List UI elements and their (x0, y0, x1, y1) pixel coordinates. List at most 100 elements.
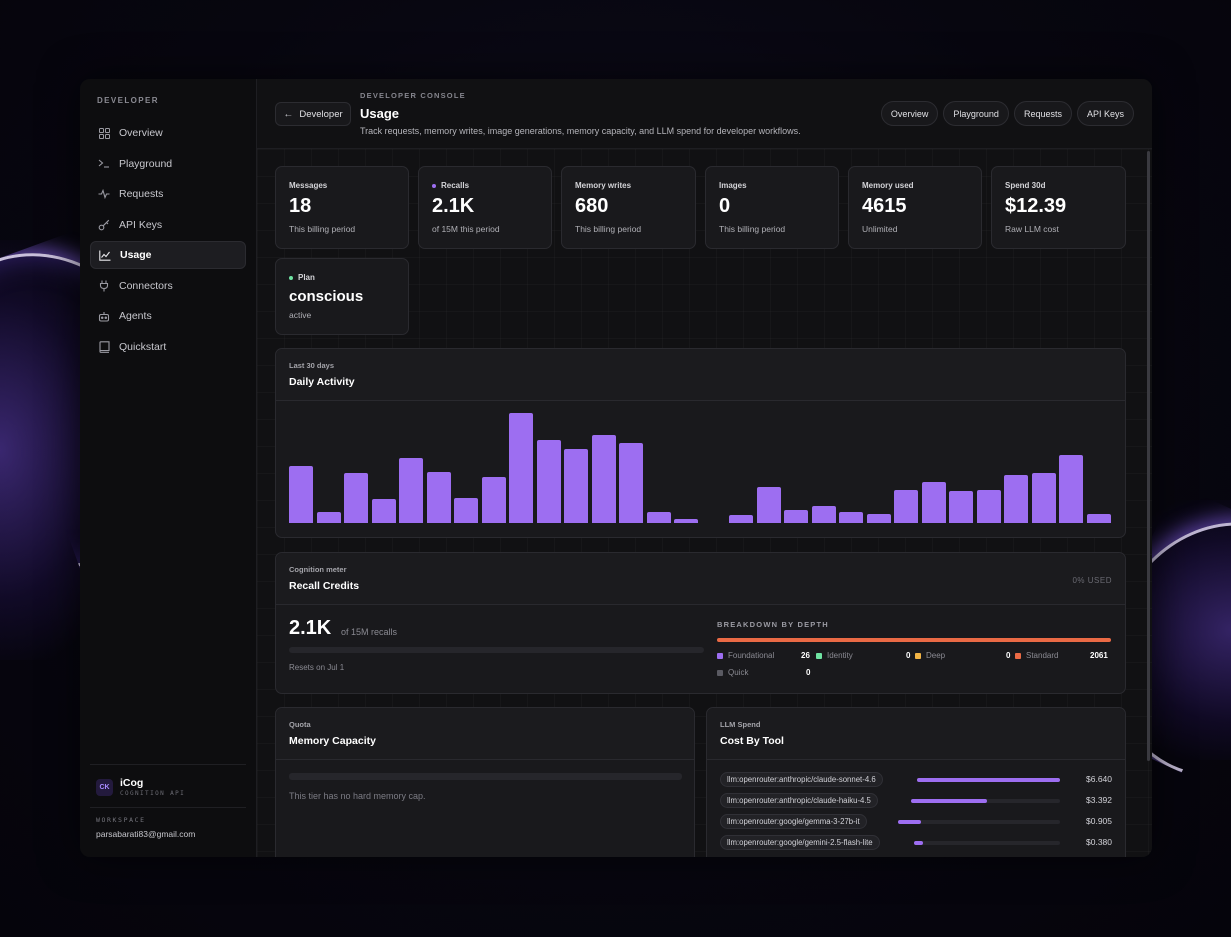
stat-label: Images (719, 181, 747, 190)
tool-cost-track (914, 841, 1060, 845)
brand-logo: CK (96, 778, 113, 796)
legend-deep: Deep (915, 651, 945, 660)
stat-value: 4615 (862, 195, 907, 217)
stat-label: Memory used (862, 181, 914, 190)
stat-label: Messages (289, 181, 328, 190)
panel-header: Last 30 days Daily Activity (276, 349, 1125, 401)
sidebar-item-overview[interactable]: Overview (90, 119, 246, 147)
legend-swatch (717, 652, 723, 659)
tool-cost-bar (911, 799, 987, 803)
panel-eyebrow: Quota (289, 720, 311, 729)
activity-bar (674, 519, 698, 523)
tab-api-keys[interactable]: API Keys (1076, 101, 1134, 126)
tool-cost-bar (898, 820, 921, 824)
workspace-label: WORKSPACE (96, 816, 146, 824)
legend-quick: Quick (717, 668, 748, 677)
tab-requests[interactable]: Requests (1013, 101, 1072, 126)
brand-subtitle: COGNITION API (120, 790, 186, 797)
activity-bar (344, 473, 368, 523)
stat-subtext: This billing period (575, 224, 642, 234)
llm-spend-panel: LLM Spend Cost By Tool llm:openrouter:an… (706, 707, 1126, 857)
breakdown-title: BREAKDOWN BY DEPTH (717, 620, 829, 629)
stat-subtext: This billing period (719, 224, 786, 234)
panel-title: Cost By Tool (720, 735, 784, 747)
workspace-email: parsabarati83@gmail.com (96, 829, 196, 839)
chart-icon (99, 249, 111, 261)
usage-percent: 0% USED (1072, 576, 1112, 585)
activity-bar (399, 458, 423, 523)
activity-bar (729, 515, 753, 523)
activity-bar (811, 506, 836, 523)
recall-progress-bar (289, 647, 704, 653)
activity-bar (619, 443, 643, 523)
sidebar-item-agents[interactable]: Agents (90, 302, 246, 330)
scrollbar[interactable] (1147, 151, 1150, 761)
tool-cost: $0.380 (1086, 837, 1112, 847)
recall-value: 2.1K (289, 617, 332, 639)
arrow-left-icon: ← (283, 108, 294, 120)
activity-bar (426, 472, 451, 523)
sidebar-item-label: Playground (119, 157, 173, 170)
sidebar-item-label: Requests (119, 188, 164, 200)
plug-icon (98, 280, 110, 292)
sidebar-item-usage[interactable]: Usage (90, 241, 246, 269)
capacity-progress-bar (289, 773, 682, 780)
stat-subtext: active (289, 310, 312, 320)
brand[interactable]: CK iCog COGNITION API (96, 777, 240, 797)
sidebar-item-playground[interactable]: Playground (90, 150, 246, 178)
activity-bar (839, 512, 863, 523)
stat-value: 18 (289, 195, 312, 217)
panel-eyebrow: Cognition meter (289, 565, 347, 574)
legend-value: 0 (1006, 651, 1011, 660)
activity-bar (481, 477, 506, 523)
panel-header: Quota Memory Capacity (276, 708, 694, 760)
activity-bar (894, 490, 918, 523)
panel-eyebrow: Last 30 days (289, 361, 335, 370)
activity-bar (509, 413, 533, 523)
activity-bar (289, 466, 313, 523)
legend-swatch (1015, 652, 1021, 659)
brand-name: iCog (120, 777, 144, 789)
panel-title: Recall Credits (289, 580, 360, 592)
sidebar-item-connectors[interactable]: Connectors (90, 272, 246, 300)
panel-header: LLM Spend Cost By Tool (707, 708, 1125, 760)
activity-icon (98, 188, 110, 200)
tool-name: llm:openrouter:anthropic/claude-sonnet-4… (720, 772, 883, 787)
page-title: Usage (360, 106, 400, 121)
stat-label: Plan (289, 273, 315, 282)
status-dot (432, 183, 436, 188)
sidebar-item-quickstart[interactable]: Quickstart (90, 333, 246, 361)
stat-card-messages: Messages 18 This billing period (275, 166, 409, 249)
sidebar-item-api-keys[interactable]: API Keys (90, 211, 246, 239)
legend-foundational: Foundational (717, 651, 774, 660)
legend-swatch (816, 652, 822, 659)
sidebar-item-label: Connectors (119, 279, 173, 292)
back-button[interactable]: ← Developer (275, 102, 351, 126)
activity-bar (949, 491, 973, 523)
activity-bar (454, 498, 478, 523)
capacity-note: This tier has no hard memory cap. (289, 791, 426, 801)
tab-playground[interactable]: Playground (943, 101, 1009, 126)
activity-bar (536, 440, 561, 523)
legend-swatch (915, 652, 921, 659)
page-subtitle: Track requests, memory writes, image gen… (360, 126, 801, 136)
legend-identity: Identity (816, 651, 853, 660)
main-content: ← Developer DEVELOPER CONSOLE Usage Trac… (257, 79, 1152, 857)
stat-card-images: Images 0 This billing period (705, 166, 839, 249)
panel-header: Cognition meter Recall Credits 0% USED (276, 553, 1125, 605)
legend-value: 26 (801, 651, 810, 660)
stat-label: Recalls (432, 181, 469, 190)
daily-activity-panel: Last 30 days Daily Activity (275, 348, 1126, 538)
activity-bar (646, 512, 671, 523)
header-tabs: Overview Playground Requests API Keys (880, 101, 1134, 126)
sidebar-item-label: Usage (120, 249, 152, 261)
stat-value: conscious (289, 288, 364, 305)
panel-title: Daily Activity (289, 376, 355, 388)
tab-overview[interactable]: Overview (880, 101, 939, 126)
sidebar-item-requests[interactable]: Requests (90, 180, 246, 208)
activity-bar (1031, 473, 1056, 523)
activity-bar (756, 487, 781, 523)
panel-title: Memory Capacity (289, 735, 376, 747)
stat-subtext: This billing period (289, 224, 356, 234)
tool-cost: $3.392 (1086, 795, 1112, 805)
